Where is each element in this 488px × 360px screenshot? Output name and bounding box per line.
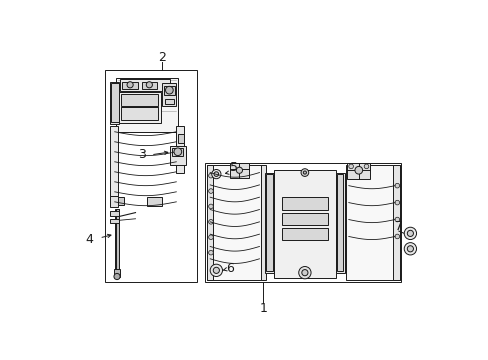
Bar [104,70,197,282]
Circle shape [208,220,213,224]
Bar [266,174,272,271]
Bar [393,165,399,280]
Bar [116,209,119,270]
Bar [178,151,183,160]
Circle shape [165,86,173,94]
Circle shape [208,204,213,209]
Bar [170,145,185,165]
Bar [163,86,174,95]
Circle shape [394,200,399,205]
Circle shape [213,267,219,274]
Bar [116,78,178,132]
Text: 7: 7 [394,220,402,233]
Bar [335,172,344,273]
Circle shape [174,148,182,156]
Bar [110,211,119,216]
Circle shape [394,183,399,188]
Bar [337,174,343,271]
Bar [122,82,138,89]
Bar [118,197,123,205]
Text: 4: 4 [85,233,93,246]
Bar [121,94,158,105]
Bar [110,219,119,223]
Bar [120,80,170,91]
Bar [114,269,120,276]
Circle shape [114,274,120,280]
Circle shape [404,227,416,239]
Circle shape [364,164,368,169]
Circle shape [146,82,152,88]
Bar [164,99,174,104]
Text: 6: 6 [226,262,234,275]
Text: 3: 3 [138,148,145,161]
Bar [345,165,399,280]
Circle shape [407,246,413,252]
Bar [176,126,183,172]
Circle shape [208,189,213,193]
Circle shape [394,234,399,239]
Bar [118,92,161,122]
Bar [147,197,162,206]
Circle shape [354,166,362,174]
Circle shape [407,230,413,237]
Circle shape [298,266,310,279]
Circle shape [303,171,306,174]
Circle shape [208,173,213,178]
Bar [207,165,262,280]
Circle shape [210,264,222,276]
Bar [261,165,265,280]
Bar [264,172,274,273]
Bar [230,163,249,178]
Bar [207,165,213,280]
Circle shape [301,169,308,176]
Bar [115,209,119,270]
Circle shape [127,82,133,88]
Bar [346,163,369,180]
Bar [162,83,176,106]
Bar [178,134,183,143]
Bar [142,82,157,89]
Circle shape [236,167,242,173]
Text: 5: 5 [230,161,238,175]
Circle shape [404,243,416,255]
Bar [281,197,327,210]
Bar [281,213,327,225]
Circle shape [394,217,399,222]
Circle shape [301,270,307,276]
Bar [274,170,335,278]
Bar [281,228,327,240]
Bar [204,163,400,282]
Circle shape [208,235,213,239]
Bar [110,126,118,195]
Text: 1: 1 [259,302,267,315]
Bar [172,148,183,156]
Circle shape [208,250,213,255]
Bar [110,82,119,124]
Text: 2: 2 [158,50,166,64]
Circle shape [348,164,353,169]
Circle shape [211,170,221,179]
Bar [110,195,118,207]
Circle shape [214,172,218,176]
Bar [121,107,158,120]
Bar [111,83,118,122]
